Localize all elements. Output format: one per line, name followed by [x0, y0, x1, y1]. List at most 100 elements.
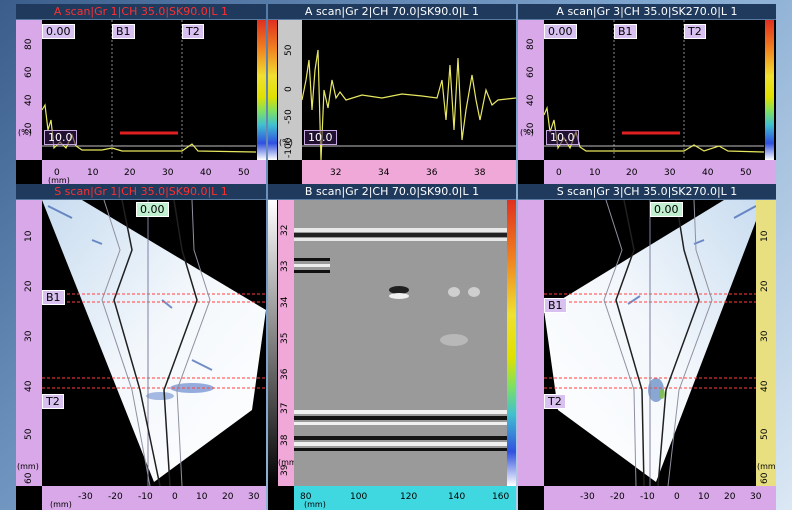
- bscan-mid-vtick: 37: [280, 402, 290, 414]
- sscan-left-vunit: (mm): [17, 462, 39, 471]
- bscan-mid-depth-ruler[interactable]: 32 33 34 35 36 37 38 39 (mm): [278, 200, 294, 486]
- sscan-left-vtick: 50: [24, 428, 34, 440]
- bscan-mid-htick: 160: [492, 492, 510, 502]
- sscan-right-vtick: 10: [760, 230, 770, 242]
- sscan-left-vtick: 40: [24, 380, 34, 392]
- ascan-left-htick: 20: [124, 168, 136, 178]
- ascan-left-value-label: 0.00: [42, 24, 75, 39]
- ascan-mid-panel[interactable]: A scan|Gr 2|CH 70.0|SK90.0|L 1 50 0 -50 …: [268, 4, 516, 184]
- sscan-left-htick: 20: [222, 492, 234, 502]
- ascan-left-threshold: 10.0: [44, 130, 77, 145]
- ascan-left-vtick: 80: [24, 38, 34, 50]
- ascan-mid-color-palette: [268, 20, 277, 160]
- bscan-mid-vtick: 35: [280, 332, 290, 344]
- ascan-left-plot[interactable]: 0.00 B1 T2 10.0: [42, 20, 256, 160]
- ascan-left-gate-b1[interactable]: B1: [112, 24, 135, 39]
- ascan-mid-amplitude-ruler[interactable]: 50 0 -50 -100 (%): [278, 20, 302, 160]
- sscan-left-title: S scan|Gr 1|CH 35.0|SK90.0|L 1: [16, 184, 266, 200]
- sscan-right-gate-b1[interactable]: B1: [544, 298, 567, 313]
- sscan-right-left-ruler[interactable]: [518, 200, 544, 486]
- ascan-mid-vunit: (%): [279, 138, 293, 147]
- ascan-right-htick: 50: [740, 168, 752, 178]
- ascan-right-waveform: [544, 20, 764, 160]
- ascan-right-vtick: 80: [526, 38, 536, 50]
- bscan-mid-vtick: 38: [280, 434, 290, 446]
- sscan-right-vunit: (mm): [757, 462, 776, 471]
- sscan-left-image[interactable]: 0.00 B1 T2: [42, 200, 266, 486]
- ascan-right-depth-ruler[interactable]: 0 10 20 30 40 50: [544, 160, 776, 184]
- bscan-mid-title: B scan|Gr 2|CH 70.0|SK90.0|L 1: [268, 184, 516, 200]
- ascan-left-vtick: 60: [24, 66, 34, 78]
- ascan-right-htick: 30: [664, 168, 676, 178]
- bscan-mid-vtick: 34: [280, 296, 290, 308]
- sscan-right-htick: 0: [674, 492, 680, 502]
- sscan-left-panel[interactable]: S scan|Gr 1|CH 35.0|SK90.0|L 1 10 20 30 …: [16, 184, 266, 510]
- ascan-mid-depth-ruler[interactable]: 32 34 36 38: [302, 160, 516, 184]
- sscan-left-value-label: 0.00: [136, 202, 169, 217]
- bscan-mid-scan-ruler[interactable]: 80 100 120 140 160 (mm): [294, 486, 516, 510]
- sscan-right-title: S scan|Gr 3|CH 35.0|SK270.0|L 1: [518, 184, 776, 200]
- ascan-right-htick: 20: [626, 168, 638, 178]
- sscan-left-gate-b1[interactable]: B1: [42, 290, 65, 305]
- ascan-right-gate-b1[interactable]: B1: [614, 24, 637, 39]
- bscan-mid-image[interactable]: [294, 200, 508, 486]
- sscan-left-htick: -20: [108, 492, 123, 502]
- sscan-left-gate-t2[interactable]: T2: [42, 394, 64, 409]
- sscan-right-htick: -10: [640, 492, 655, 502]
- ascan-left-vunit: (%): [18, 128, 32, 137]
- sscan-right-htick: 10: [698, 492, 710, 502]
- ascan-left-panel[interactable]: A scan|Gr 1|CH 35.0|SK90.0|L 1 80 60 40 …: [16, 4, 266, 184]
- sscan-right-panel[interactable]: S scan|Gr 3|CH 35.0|SK270.0|L 1: [518, 184, 776, 510]
- ascan-left-gate-t2[interactable]: T2: [182, 24, 204, 39]
- ascan-right-title: A scan|Gr 3|CH 35.0|SK270.0|L 1: [518, 4, 776, 20]
- ascan-left-waveform: [42, 20, 256, 160]
- ascan-right-panel[interactable]: A scan|Gr 3|CH 35.0|SK270.0|L 1 80 60 40…: [518, 4, 776, 184]
- ascan-right-htick: 10: [589, 168, 601, 178]
- sscan-left-depth-ruler[interactable]: 10 20 30 40 50 60 (mm): [16, 200, 42, 486]
- sscan-left-htick: 10: [196, 492, 208, 502]
- bscan-mid-panel[interactable]: B scan|Gr 2|CH 70.0|SK90.0|L 1 32 33 34 …: [268, 184, 516, 510]
- ascan-mid-title: A scan|Gr 2|CH 70.0|SK90.0|L 1: [268, 4, 516, 20]
- ascan-mid-htick: 32: [330, 168, 342, 178]
- ascan-mid-vtick: -50: [284, 109, 294, 124]
- bscan-mid-htick: 100: [350, 492, 368, 502]
- sscan-right-depth-ruler[interactable]: 10 20 30 40 50 60 (mm): [756, 200, 776, 486]
- ascan-mid-htick: 34: [378, 168, 390, 178]
- bscan-mid-vtick: 36: [280, 368, 290, 380]
- sscan-left-htick: -10: [138, 492, 153, 502]
- sscan-left-htick: 30: [248, 492, 260, 502]
- ascan-mid-waveform: [302, 49, 516, 160]
- sscan-left-vtick: 10: [24, 230, 34, 242]
- ascan-left-title: A scan|Gr 1|CH 35.0|SK90.0|L 1: [16, 4, 266, 20]
- ascan-right-plot[interactable]: 0.00 B1 T2 10.0: [544, 20, 764, 160]
- sscan-right-htick: -30: [580, 492, 595, 502]
- ascan-right-gate-t2[interactable]: T2: [684, 24, 706, 39]
- sscan-left-vtick: 30: [24, 330, 34, 342]
- ascan-right-vtick: 40: [526, 94, 536, 106]
- ascan-left-htick: 0: [54, 168, 60, 178]
- sscan-right-htick: -20: [610, 492, 625, 502]
- sscan-left-htick: -30: [78, 492, 93, 502]
- sscan-right-index-ruler[interactable]: -30 -20 -10 0 10 20 30: [544, 486, 776, 510]
- sscan-right-gate-t2[interactable]: T2: [544, 394, 566, 409]
- ascan-right-value-label: 0.00: [544, 24, 577, 39]
- sscan-right-htick: 30: [750, 492, 762, 502]
- ascan-right-htick: 0: [556, 168, 562, 178]
- ascan-mid-plot[interactable]: 10.0: [302, 20, 516, 160]
- ascan-left-amplitude-ruler[interactable]: 80 60 40 20 (%): [16, 20, 42, 160]
- ascan-left-depth-ruler[interactable]: 0 10 20 30 40 50 (mm): [42, 160, 266, 184]
- bscan-mid-vtick: 32: [280, 224, 290, 236]
- sscan-right-image[interactable]: 0.00 B1 T2: [544, 200, 764, 486]
- sscan-right-vtick: 50: [760, 428, 770, 440]
- sscan-right-value-label: 0.00: [650, 202, 683, 217]
- ascan-right-color-palette: [765, 20, 774, 160]
- bscan-mid-htick: 80: [300, 492, 312, 502]
- ascan-right-amplitude-ruler[interactable]: 80 60 40 20 (%): [518, 20, 544, 160]
- sscan-right-htick: 20: [724, 492, 736, 502]
- bscan-mid-hunit: (mm): [304, 500, 326, 509]
- bscan-mid-htick: 140: [448, 492, 466, 502]
- ascan-left-color-palette: [257, 20, 266, 160]
- sscan-left-index-ruler[interactable]: -30 -20 -10 0 10 20 30 (mm): [42, 486, 266, 510]
- sscan-left-sector: [42, 200, 266, 486]
